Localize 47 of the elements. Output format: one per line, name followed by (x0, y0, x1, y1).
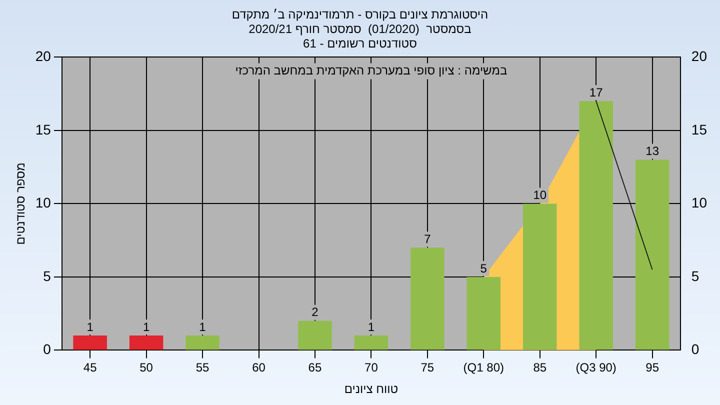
bar (410, 248, 444, 350)
data-label: 10 (533, 188, 547, 202)
bar (186, 336, 220, 350)
data-label: 1 (142, 320, 150, 334)
bar (129, 336, 164, 350)
text: סטודנטים רשומים - 61 (303, 36, 417, 50)
data-label: 1 (86, 320, 94, 334)
data-label: 2 (312, 305, 319, 320)
y2-tick-label: 0 (691, 341, 700, 358)
bar (298, 320, 332, 350)
bar (635, 160, 670, 350)
bar (354, 336, 388, 350)
x-tick-label: 65 (308, 360, 322, 375)
x-tick-label: 60 (252, 360, 266, 375)
x-tick-label: 55 (196, 360, 210, 375)
y-tick-label: 10 (35, 194, 52, 211)
y2-tick-label: 5 (691, 268, 700, 284)
y2-tick-label: 10 (691, 194, 708, 211)
x-tick-label: 50 (140, 360, 154, 375)
text: היסטוגרמת ציונים בקורס - תרמודינמיקה ב׳ מתקדם (232, 8, 488, 22)
x-tick-label: 45 (83, 360, 98, 375)
data-label: 1 (199, 320, 206, 334)
y-tick-label: 20 (35, 48, 52, 64)
x-axis-title: טווח ציונים (344, 382, 398, 396)
y2-tick-label: 15 (691, 121, 708, 138)
y-tick-label: 15 (35, 121, 52, 138)
bar (73, 336, 107, 350)
data-label: 5 (480, 261, 488, 276)
data-label: 1 (368, 320, 375, 334)
y-tick-label: 5 (43, 268, 52, 284)
y-axis-title: מספר סטודנטים (14, 162, 28, 245)
x-tick-label: 95 (646, 360, 660, 375)
bar (466, 276, 501, 350)
text: בסמסטר (01/2020) סמסטר חורף 2020/21 (248, 22, 472, 36)
data-label: 7 (424, 232, 432, 246)
bar (579, 101, 613, 350)
data-label: 13 (646, 144, 660, 158)
bar (523, 204, 557, 350)
x-tick-label: (Q3 90) (576, 360, 616, 375)
y2-tick-label: 20 (691, 48, 708, 64)
annotation: במשימה : ציון סופי במערכת האקדמית במחשב המרכזי (235, 64, 508, 78)
x-tick-label: 75 (420, 360, 434, 375)
x-tick-label: (Q1 80) (463, 360, 504, 375)
x-tick-label: 70 (364, 360, 378, 375)
x-tick-label: 85 (533, 360, 547, 375)
data-label: 17 (589, 85, 604, 100)
y-tick-label: 0 (43, 341, 52, 358)
